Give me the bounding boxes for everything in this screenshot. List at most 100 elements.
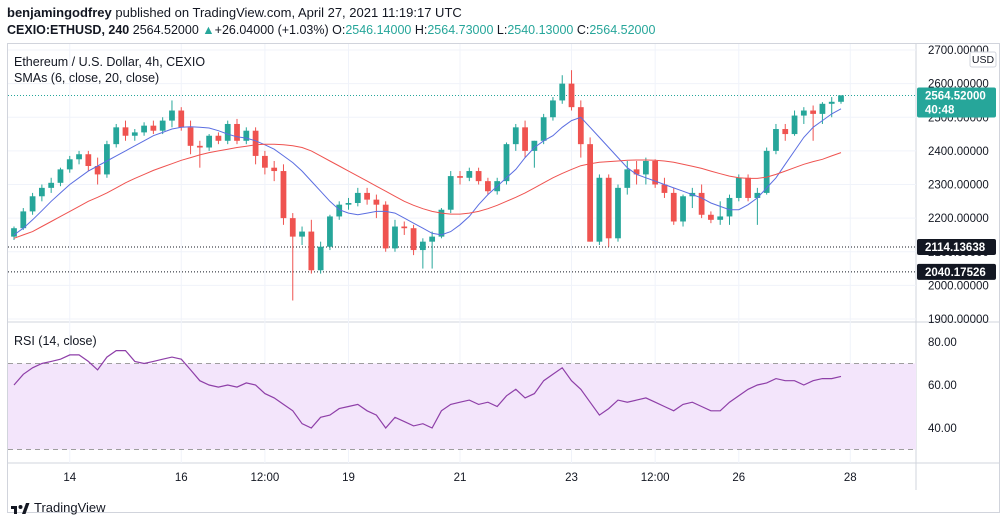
sma-slow-line bbox=[13, 143, 842, 239]
candle-body bbox=[419, 241, 426, 251]
level2-badge-bg bbox=[917, 263, 996, 280]
candle-body bbox=[364, 192, 370, 200]
last-price-badge-text: 2564.52000 bbox=[925, 91, 986, 103]
candle-body bbox=[178, 110, 185, 128]
candle-body bbox=[522, 127, 528, 151]
low-value: 2540.13000 bbox=[507, 23, 574, 37]
candle-body bbox=[810, 110, 817, 114]
candle-body bbox=[828, 101, 835, 104]
tradingview-logo[interactable]: TradingView bbox=[10, 500, 106, 515]
candle-body bbox=[187, 127, 194, 146]
candle-body bbox=[76, 154, 82, 160]
candle-body bbox=[262, 155, 268, 168]
candle-body bbox=[252, 130, 259, 156]
horizontal-levels bbox=[8, 95, 916, 273]
time-tick-label: 28 bbox=[844, 472, 857, 484]
candle-body bbox=[568, 83, 575, 108]
candle-body bbox=[708, 214, 714, 220]
candle-body bbox=[141, 125, 147, 133]
candle-body bbox=[624, 169, 631, 188]
candle-body bbox=[373, 199, 380, 205]
candle-body bbox=[354, 192, 361, 203]
level1-badge-bg bbox=[917, 238, 996, 255]
candle-body bbox=[122, 127, 129, 136]
close-label: C: bbox=[576, 23, 590, 37]
candle-body bbox=[215, 135, 222, 141]
last-price: 2564.52000 bbox=[132, 23, 199, 37]
published-text: published on TradingView.com, April 27, … bbox=[115, 5, 462, 20]
price-badges: 2564.52000 40:48 2114.13638 2040.17526 bbox=[917, 87, 996, 280]
candle-body bbox=[271, 167, 278, 172]
symbol-label: CEXIO:ETHUSD, 240 bbox=[7, 23, 130, 37]
rsi-legend: RSI (14, close) bbox=[14, 334, 97, 348]
rsi-axis: 40.00 60.00 80.00 bbox=[928, 337, 957, 435]
candle-body bbox=[596, 177, 603, 242]
last-price-badge-text: 40:48 bbox=[925, 105, 955, 117]
candle-body bbox=[38, 187, 45, 197]
level1-badge-text: 2114.13638 bbox=[925, 242, 986, 254]
high-label: H: bbox=[414, 23, 428, 37]
candle-body bbox=[206, 135, 213, 148]
currency-box[interactable] bbox=[969, 51, 997, 68]
price-tick-label: 2200.00000 bbox=[928, 213, 989, 225]
time-tick-label: 26 bbox=[732, 472, 745, 484]
level2-badge-text: 2040.17526 bbox=[925, 267, 986, 279]
candle-body bbox=[577, 107, 584, 145]
chart-frame[interactable] bbox=[7, 43, 1000, 513]
candle-body bbox=[550, 100, 556, 118]
candle-body bbox=[485, 181, 491, 192]
price-tick-label: 2400.00000 bbox=[928, 146, 989, 158]
candle-body bbox=[345, 202, 352, 205]
candle-body bbox=[512, 127, 519, 145]
candle-body bbox=[382, 204, 389, 249]
candle-body bbox=[717, 216, 724, 220]
candle-body bbox=[457, 176, 463, 178]
open-label: O: bbox=[332, 23, 346, 37]
chart-title: Ethereum / U.S. Dollar, 4h, CEXIO bbox=[14, 55, 205, 69]
candle-body bbox=[587, 144, 593, 242]
candle-body bbox=[196, 145, 203, 148]
candle-body bbox=[670, 192, 677, 222]
candle-body bbox=[57, 169, 64, 183]
candle-body bbox=[447, 176, 454, 210]
candle-body bbox=[652, 160, 659, 185]
candle-body bbox=[429, 236, 436, 242]
candle-body bbox=[234, 123, 240, 141]
candle-body bbox=[559, 83, 566, 101]
grid-lines bbox=[8, 44, 999, 490]
time-tick-label: 12:00 bbox=[641, 472, 670, 484]
candle-body bbox=[819, 103, 826, 114]
candle-body bbox=[615, 187, 621, 239]
candle-body bbox=[698, 192, 705, 215]
time-tick-label: 21 bbox=[454, 472, 467, 484]
candle-body bbox=[503, 144, 510, 182]
candle-body bbox=[410, 228, 417, 251]
sma-legend: SMAs (6, close, 20, close) bbox=[14, 71, 159, 85]
time-tick-label: 23 bbox=[565, 472, 578, 484]
candle-body bbox=[280, 171, 287, 219]
candle-body bbox=[104, 144, 110, 175]
candle-body bbox=[169, 110, 175, 121]
rsi-tick-label: 80.00 bbox=[928, 337, 957, 349]
candle-body bbox=[782, 129, 789, 135]
low-label: L: bbox=[496, 23, 508, 37]
time-tick-label: 19 bbox=[342, 472, 355, 484]
rsi-tick-label: 60.00 bbox=[928, 380, 957, 392]
candle-body bbox=[438, 209, 445, 237]
change-value: +26.04000 (+1.03%) bbox=[214, 23, 329, 37]
candle-body bbox=[680, 196, 686, 222]
last-price-badge-bg bbox=[917, 87, 996, 118]
currency-label: USD bbox=[972, 54, 995, 66]
candle-body bbox=[763, 150, 770, 193]
candle-body bbox=[642, 160, 649, 175]
close-value: 2564.52000 bbox=[589, 23, 656, 37]
change-arrow-icon: ▲ bbox=[202, 23, 215, 37]
candle-body bbox=[605, 177, 612, 239]
candle-body bbox=[800, 110, 807, 116]
author-name: benjamingodfrey bbox=[7, 5, 112, 20]
price-tick-label: 2000.00000 bbox=[928, 280, 989, 292]
ohlc-bar: CEXIO:ETHUSD, 240 2564.52000 ▲+26.04000 … bbox=[7, 23, 655, 37]
candle-body bbox=[159, 120, 166, 131]
time-tick-label: 12:00 bbox=[250, 472, 279, 484]
